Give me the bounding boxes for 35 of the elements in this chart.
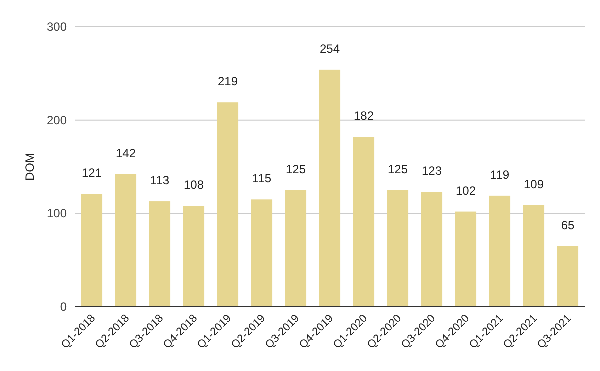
data-label: 125 [388,162,408,176]
bar [353,137,375,307]
y-tick-label: 200 [46,113,68,128]
data-label: 108 [184,178,204,192]
bar [387,190,409,307]
bar [115,174,137,307]
bar [455,212,477,307]
data-label: 125 [286,162,306,176]
bar [81,194,103,307]
bar [523,205,545,307]
bar [489,196,511,307]
data-label: 115 [252,172,272,186]
y-axis-title: DOM [23,153,37,181]
data-label: 219 [218,74,238,89]
data-label: 109 [524,177,544,192]
bar [319,70,341,307]
data-label: 142 [116,146,136,160]
bar [285,190,307,307]
bar [251,200,273,307]
data-label: 121 [82,166,102,180]
data-label: 254 [320,42,340,56]
data-label: 182 [354,109,374,124]
data-label: 123 [422,164,442,178]
bar [557,246,579,307]
data-label: 102 [456,184,476,198]
bar [183,206,205,307]
y-tick-label: 0 [60,300,68,314]
y-tick-label: 100 [46,206,68,221]
bar [421,192,443,307]
bar [217,102,239,307]
y-tick-label: 300 [46,20,68,34]
bar [149,202,171,307]
data-label: 119 [490,168,510,182]
data-label: 65 [561,218,575,232]
data-label: 113 [150,174,170,188]
